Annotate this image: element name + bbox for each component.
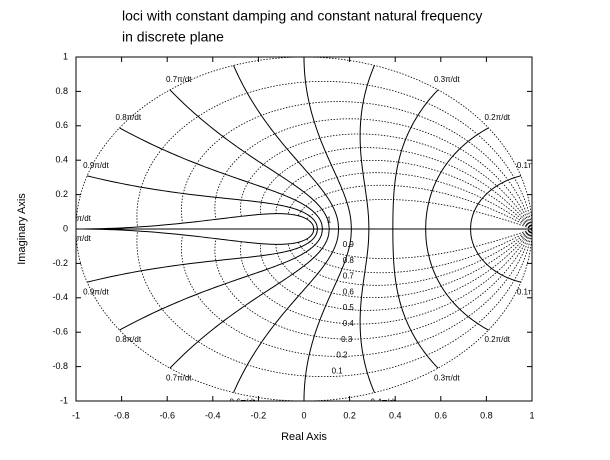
frequency-label: 0.3π/dt (434, 373, 460, 382)
x-tick-label: 0.2 (343, 410, 356, 420)
y-tick-label: -0.8 (52, 361, 68, 371)
x-tick-label: 0.6 (435, 410, 448, 420)
chart-subtitle: in discrete plane (122, 29, 224, 45)
damping-locus (181, 101, 532, 230)
damping-label: 0.8 (343, 256, 355, 265)
y-tick-label: -0.2 (52, 258, 68, 268)
damping-label: 0.1 (332, 367, 344, 376)
damping-label: 0.9 (343, 240, 355, 249)
y-tick-label: -1 (60, 395, 68, 405)
damping-label: 0.4 (343, 319, 355, 328)
x-tick-label: 0.4 (389, 410, 402, 420)
frequency-label: 0.7π/dt (166, 373, 192, 382)
frequency-locus (392, 228, 439, 369)
damping-label: 1 (327, 216, 332, 225)
frequency-label: 0.2π/dt (484, 113, 510, 122)
damping-locus (260, 147, 532, 230)
frequency-label: 0.8π/dt (116, 335, 142, 344)
frequency-locus (470, 228, 521, 283)
y-tick-label: -0.6 (52, 327, 68, 337)
damping-locus (306, 228, 532, 259)
frequency-label: 0.9π/dt (83, 287, 109, 296)
frequency-label: 1π/dt (72, 234, 92, 243)
x-tick-label: -0.8 (114, 410, 130, 420)
frequency-label: 0.2π/dt (484, 335, 510, 344)
frequency-locus (169, 89, 330, 230)
x-tick-label: -0.2 (251, 410, 267, 420)
frequency-locus (303, 57, 352, 230)
damping-label: 0.7 (343, 272, 355, 281)
damping-locus (297, 228, 532, 274)
plot-area: 0.1π/dt 0.1π/dt 0.2π/dt 0.2π/dt 0.3π/dt 0.3π/… (72, 42, 543, 407)
damping-locus (275, 159, 532, 230)
damping-locus (136, 228, 532, 378)
y-tick-label: 0.8 (55, 86, 68, 96)
x-tick-label: -0.6 (159, 410, 175, 420)
frequency-locus (87, 175, 318, 230)
frequency-label: 0.3π/dt (434, 75, 460, 84)
x-tick-label: -1 (72, 410, 80, 420)
frequency-label: 1π/dt (72, 214, 92, 223)
y-tick-label: 0.2 (55, 189, 68, 199)
frequency-label: 0.7π/dt (166, 75, 192, 84)
damping-locus (214, 228, 532, 340)
frequency-locus (76, 228, 315, 245)
frequency-locus (119, 228, 323, 331)
damping-locus (275, 228, 532, 299)
x-axis-label: Real Axis (281, 431, 327, 443)
x-tick-label: 1 (529, 410, 534, 420)
frequency-locus (119, 127, 323, 230)
damping-label: 0.6 (343, 287, 355, 296)
frequency-locus (359, 65, 375, 230)
damping-label: 0.3 (341, 335, 353, 344)
damping-locus (260, 228, 532, 311)
frequency-label: 0.1π/dt (517, 287, 543, 296)
frequency-locus (169, 228, 330, 369)
frequency-label: 0.6π/dt (230, 398, 256, 407)
damping-locus (214, 118, 532, 230)
damping-label: 0.2 (336, 351, 348, 360)
damping-label: 0.5 (343, 303, 355, 312)
damping-locus (240, 228, 532, 325)
frequency-locus (76, 213, 315, 230)
damping-locus (181, 228, 532, 357)
damping-locus (306, 199, 532, 230)
frequency-locus (392, 89, 439, 230)
damping-locus (287, 228, 532, 286)
y-tick-label: 0.4 (55, 155, 68, 165)
chart-title: loci with constant damping and constant … (122, 8, 482, 24)
frequency-label: 0.4π/dt (370, 398, 396, 407)
x-tick-label: -0.4 (205, 410, 221, 420)
damping-locus (297, 184, 532, 230)
x-tick-label: 0 (301, 410, 306, 420)
damping-locus (136, 80, 532, 230)
y-tick-label: 0 (63, 223, 68, 233)
frequency-locus (233, 65, 340, 230)
y-tick-label: -0.4 (52, 292, 68, 302)
y-axis-label: Imaginary Axis (16, 193, 28, 265)
damping-locus (287, 172, 532, 230)
frequency-label: 0.6π/dt (230, 51, 256, 60)
y-tick-label: 1 (63, 51, 68, 61)
frequency-locus (359, 228, 375, 393)
frequency-locus (87, 228, 318, 283)
damping-locus (240, 133, 532, 230)
frequency-locus (470, 175, 521, 230)
frequency-locus (233, 228, 340, 393)
frequency-label: 0.9π/dt (83, 161, 109, 170)
frequency-label: 0.1π/dt (517, 161, 543, 170)
y-tick-label: 0.6 (55, 120, 68, 130)
frequency-label: 0.8π/dt (116, 113, 142, 122)
frequency-label: 0.5π/dt (300, 42, 326, 51)
x-tick-label: 0.8 (480, 410, 493, 420)
frequency-label: 0.4π/dt (370, 51, 396, 60)
